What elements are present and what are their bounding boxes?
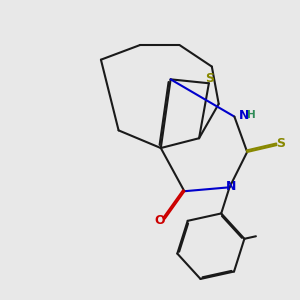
Text: N: N [226,180,236,193]
Text: O: O [154,214,165,227]
Text: H: H [248,110,256,120]
Text: S: S [205,72,214,85]
Text: S: S [277,137,286,150]
Text: N: N [238,109,249,122]
